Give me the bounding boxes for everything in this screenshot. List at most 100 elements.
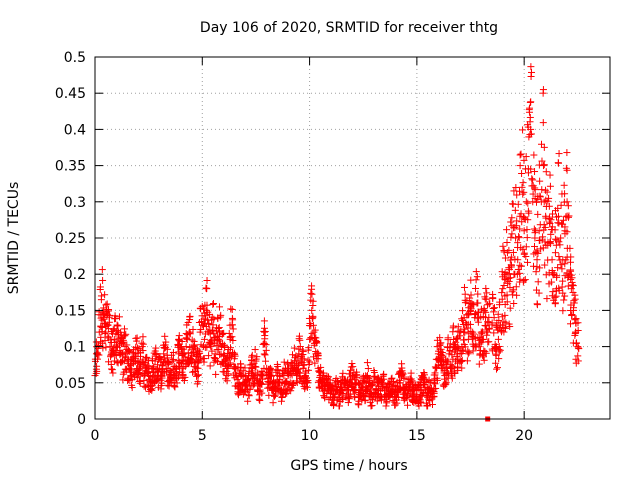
data-point [505, 277, 513, 285]
data-point [535, 227, 543, 235]
data-point [229, 325, 237, 333]
data-point [304, 376, 312, 384]
y-axis-label: SRMTID / TECUs [6, 182, 22, 295]
data-point [180, 349, 188, 357]
data-point [472, 268, 480, 276]
data-point [530, 225, 538, 233]
data-point [314, 351, 322, 359]
data-point [200, 305, 208, 313]
data-point [516, 187, 524, 195]
data-point [563, 149, 571, 157]
data-point [308, 329, 316, 337]
data-point [513, 291, 521, 299]
data-point [545, 194, 553, 202]
data-point [182, 343, 190, 351]
data-point [500, 282, 508, 290]
data-point [557, 201, 565, 209]
data-point [548, 210, 556, 218]
y-tick-label: 0 [77, 412, 86, 428]
data-point [540, 221, 548, 229]
data-point [501, 275, 509, 283]
data-point [311, 359, 319, 367]
data-point [536, 177, 544, 185]
data-point [293, 379, 301, 387]
data-point [509, 248, 517, 256]
data-point [442, 363, 450, 371]
data-point [573, 339, 581, 347]
data-point [436, 334, 444, 342]
data-point [534, 210, 542, 218]
data-point [554, 264, 562, 272]
data-point [200, 354, 208, 362]
data-point [560, 296, 568, 304]
data-point [416, 396, 424, 404]
data-point [494, 335, 502, 343]
data-point [571, 316, 579, 324]
data-point [320, 371, 328, 379]
data-point [227, 305, 235, 313]
data-point [308, 306, 316, 314]
x-tick-label: 5 [198, 428, 207, 444]
data-point [338, 389, 346, 397]
data-point [503, 238, 511, 246]
data-point [574, 344, 582, 352]
data-point [490, 308, 498, 316]
data-point [409, 385, 417, 393]
data-point [311, 326, 319, 334]
data-point [118, 349, 126, 357]
data-point [501, 254, 509, 262]
data-point [407, 375, 415, 383]
data-point [475, 360, 483, 368]
data-point [120, 332, 128, 340]
data-point [99, 344, 107, 352]
data-point [433, 374, 441, 382]
data-point [305, 344, 313, 352]
y-tick-label: 0.4 [64, 122, 86, 138]
data-point [228, 306, 236, 314]
data-point [522, 153, 530, 161]
data-point [267, 372, 275, 380]
data-point [554, 204, 562, 212]
data-point [561, 260, 569, 268]
data-point [112, 352, 120, 360]
data-point [261, 328, 269, 336]
data-point [496, 346, 504, 354]
data-point [502, 319, 510, 327]
data-point [574, 352, 582, 360]
data-point [521, 276, 529, 284]
data-point [96, 283, 104, 291]
data-point [246, 379, 253, 387]
data-point [135, 365, 143, 373]
data-point [540, 198, 548, 206]
data-point [209, 299, 217, 307]
data-point [524, 199, 532, 207]
data-point [506, 274, 514, 282]
data-point [532, 268, 540, 276]
data-point [398, 360, 406, 368]
data-point [139, 333, 147, 341]
data-point [361, 396, 369, 404]
data-point [561, 190, 569, 198]
data-point [548, 256, 556, 264]
data-point [377, 396, 385, 404]
data-point [519, 190, 527, 198]
data-point [346, 390, 354, 398]
data-point [493, 365, 501, 373]
data-point [551, 226, 559, 234]
data-point [165, 359, 173, 367]
y-tick-label: 0.05 [55, 376, 86, 392]
data-point [151, 357, 159, 365]
data-point [190, 363, 198, 371]
data-point [303, 383, 311, 391]
data-point [108, 366, 116, 374]
data-point [339, 369, 347, 377]
data-point [133, 344, 141, 352]
data-point [394, 389, 402, 397]
data-point [547, 230, 555, 238]
data-point [558, 283, 566, 291]
data-point [569, 282, 577, 290]
data-point [144, 362, 152, 370]
data-point [256, 397, 264, 405]
data-point [524, 216, 532, 224]
